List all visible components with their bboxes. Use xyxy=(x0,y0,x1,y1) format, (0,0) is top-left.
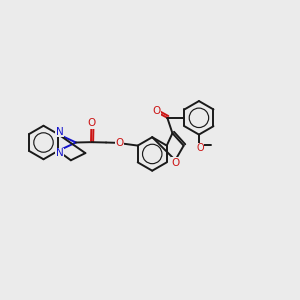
Text: O: O xyxy=(87,118,95,128)
Text: O: O xyxy=(152,106,160,116)
Text: O: O xyxy=(116,138,124,148)
Text: O: O xyxy=(196,143,204,153)
Text: O: O xyxy=(171,158,179,168)
Text: N: N xyxy=(56,127,63,137)
Text: N: N xyxy=(56,148,63,158)
